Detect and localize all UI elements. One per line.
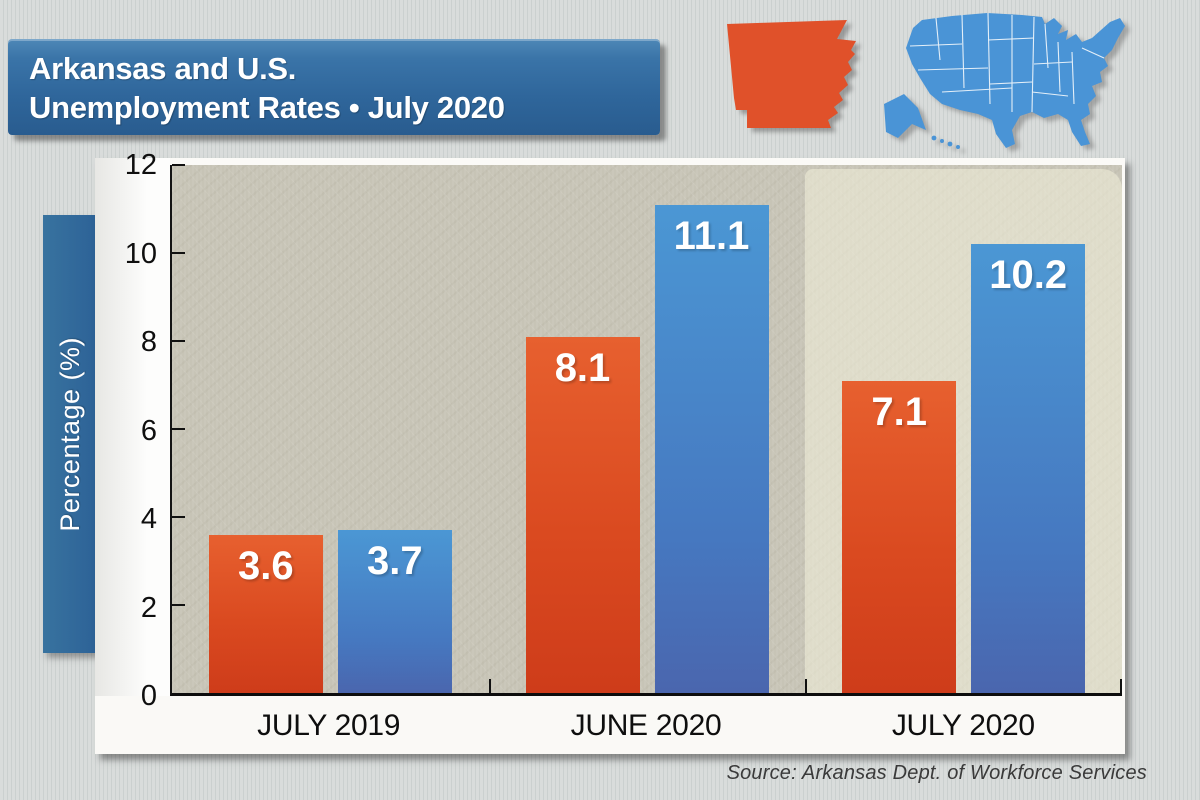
- y-axis-tick-6: [172, 428, 185, 430]
- y-axis-tick-label-12: 12: [124, 149, 157, 181]
- plot-area: 3.6 3.7 8.1 11.1 7.1 10.2: [170, 164, 1122, 696]
- title-line-2: Unemployment Rates • July 2020: [29, 90, 505, 125]
- y-axis-banner: Percentage (%): [43, 215, 97, 653]
- title-line-1: Arkansas and U.S.: [29, 51, 297, 86]
- bar-value-label: 10.2: [989, 253, 1068, 298]
- bar-arkansas-july-2019: 3.6: [208, 534, 323, 693]
- x-label-strip: [95, 696, 1125, 754]
- y-axis-tick-label-0: 0: [140, 680, 157, 712]
- bar-value-label: 7.1: [871, 389, 927, 434]
- x-axis-divider-tick: [488, 679, 491, 693]
- bar-united-states-july-2019: 3.7: [337, 530, 452, 693]
- title-banner: Arkansas and U.S. Unemployment Rates • J…: [8, 39, 660, 135]
- arkansas-state-icon: [727, 20, 856, 128]
- x-axis-label-july-2019: JULY 2019: [257, 709, 401, 742]
- bar-group-july-2020: 7.1 10.2: [805, 165, 1122, 693]
- y-axis-tick-2: [172, 604, 185, 607]
- y-axis-tick-12: [172, 164, 185, 166]
- y-tick-label-strip: [95, 158, 170, 696]
- y-axis-tick-10: [172, 252, 185, 254]
- x-axis-label-june-2020: JUNE 2020: [570, 709, 722, 742]
- x-axis-divider-tick: [805, 679, 808, 693]
- bar-group-june-2020: 8.1 11.1: [489, 165, 806, 693]
- bar-group-july-2019: 3.6 3.7: [172, 165, 489, 693]
- bar-groups: 3.6 3.7 8.1 11.1 7.1 10.2: [172, 165, 1122, 693]
- y-axis-tick-label-2: 2: [140, 591, 157, 624]
- bar-arkansas-july-2020: 7.1: [842, 380, 957, 693]
- y-axis-tick-4: [172, 516, 185, 519]
- y-axis-tick-label-6: 6: [140, 414, 157, 447]
- y-axis-tick-8: [172, 340, 185, 343]
- y-axis-label: Percentage (%): [54, 336, 85, 532]
- x-axis-end-tick: [1120, 679, 1122, 693]
- x-axis-label-july-2020: JULY 2020: [891, 709, 1035, 742]
- y-axis-tick-label-8: 8: [140, 326, 157, 358]
- bar-value-label: 3.7: [367, 539, 423, 584]
- bar-arkansas-june-2020: 8.1: [525, 336, 640, 693]
- bar-value-label: 11.1: [673, 213, 750, 258]
- x-axis-labels: JULY 2019 JUNE 2020 JULY 2020: [170, 696, 1122, 754]
- bar-value-label: 3.6: [238, 543, 294, 588]
- source-credit: Source: Arkansas Dept. of Workforce Serv…: [726, 762, 1147, 784]
- y-axis-tick-label-4: 4: [140, 503, 157, 535]
- bar-united-states-june-2020: 11.1: [654, 204, 769, 693]
- y-axis-tick-label-10: 10: [124, 237, 157, 270]
- bar-value-label: 8.1: [554, 345, 611, 390]
- chart-card: 3.6 3.7 8.1 11.1 7.1 10.2 JULY 2019 JUNE 2020 J…: [95, 149, 1125, 754]
- bar-united-states-july-2020: 10.2: [971, 244, 1086, 693]
- us-map-icon: [884, 12, 1125, 149]
